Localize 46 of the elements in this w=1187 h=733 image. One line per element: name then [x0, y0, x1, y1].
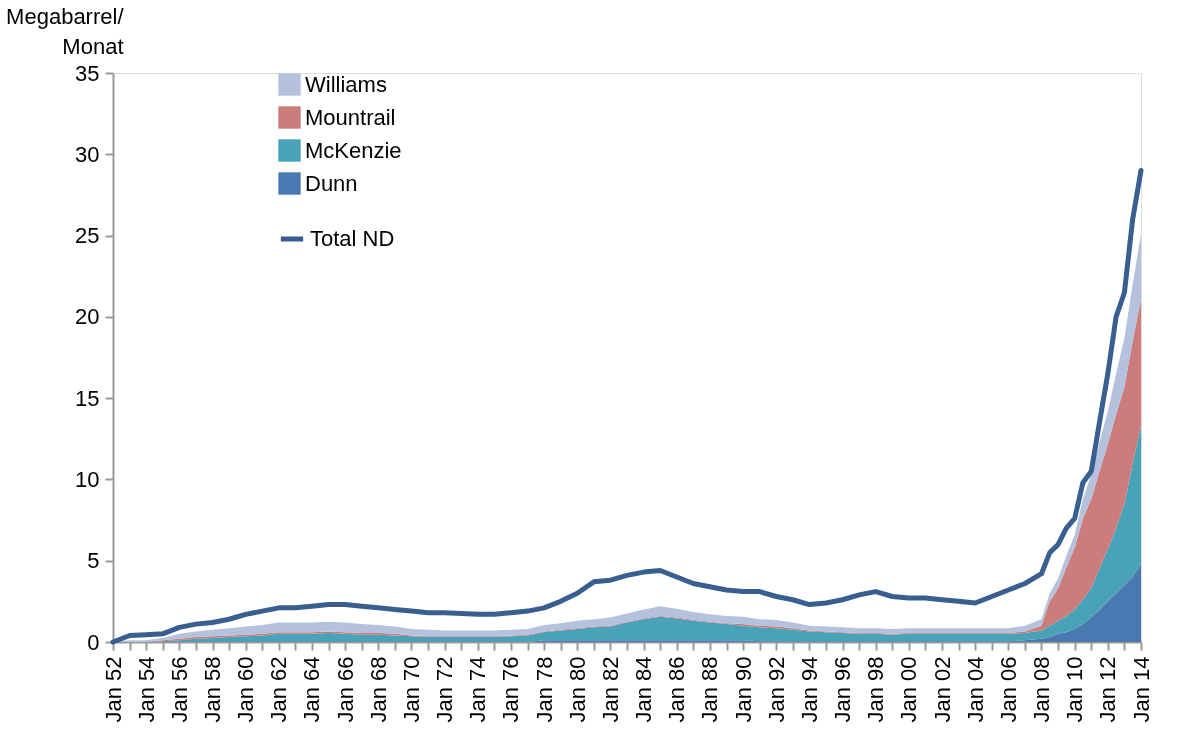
x-tick-label: Jan 86: [664, 656, 690, 723]
x-tick-label: Jan 88: [697, 656, 723, 723]
x-tick-label: Jan 10: [1062, 656, 1088, 723]
legend-label: Total ND: [310, 226, 395, 251]
x-tick-label: Jan 98: [863, 656, 889, 723]
x-tick-label: Jan 02: [929, 656, 955, 723]
x-tick-label: Jan 96: [830, 656, 856, 723]
x-tick-label: Jan 74: [465, 656, 491, 723]
x-tick-label: Jan 68: [365, 656, 391, 723]
x-tick-label: Jan 66: [332, 656, 358, 723]
x-tick-label: Jan 82: [597, 656, 623, 723]
x-tick-label: Jan 14: [1128, 656, 1154, 723]
x-tick-label: Jan 78: [531, 656, 557, 723]
y-tick-label: 5: [87, 548, 100, 574]
x-tick-label: Jan 92: [763, 656, 789, 723]
x-tick-label: Jan 84: [631, 656, 657, 723]
x-tick-label: Jan 56: [166, 656, 192, 723]
legend-label: McKenzie: [305, 137, 402, 163]
y-tick-label: 35: [75, 60, 100, 86]
y-tick-label: 15: [75, 385, 100, 411]
y-tick-label: 0: [87, 629, 100, 655]
legend-label: Dunn: [305, 170, 358, 196]
x-tick-label: Jan 04: [962, 656, 988, 723]
y-tick-label: 10: [75, 466, 100, 492]
y-tick-label: 25: [75, 223, 100, 249]
x-tick-label: Jan 00: [896, 656, 922, 723]
x-tick-label: Jan 06: [995, 656, 1021, 723]
x-tick-label: Jan 62: [266, 656, 292, 723]
x-tick-label: Jan 76: [498, 656, 524, 723]
x-tick-label: Jan 94: [796, 656, 822, 723]
x-tick-label: Jan 12: [1095, 656, 1121, 723]
y-tick-label: 20: [75, 304, 100, 330]
x-tick-label: Jan 70: [398, 656, 424, 723]
x-tick-label: Jan 90: [730, 656, 756, 723]
x-tick-label: Jan 08: [1029, 656, 1054, 723]
x-tick-label: Jan 64: [299, 656, 325, 723]
y-tick-label: 30: [75, 141, 100, 167]
x-tick-label: Jan 60: [233, 656, 259, 723]
legend-label: Williams: [305, 71, 387, 97]
legend-label: Mountrail: [305, 104, 396, 130]
x-tick-label: Jan 72: [432, 656, 458, 723]
y-axis-title: Megabarrel/ Monat: [6, 3, 125, 59]
x-tick-label: Jan 58: [200, 656, 225, 723]
x-tick-label: Jan 52: [100, 656, 126, 723]
x-tick-label: Jan 54: [133, 656, 159, 723]
x-tick-label: Jan 80: [564, 656, 590, 723]
